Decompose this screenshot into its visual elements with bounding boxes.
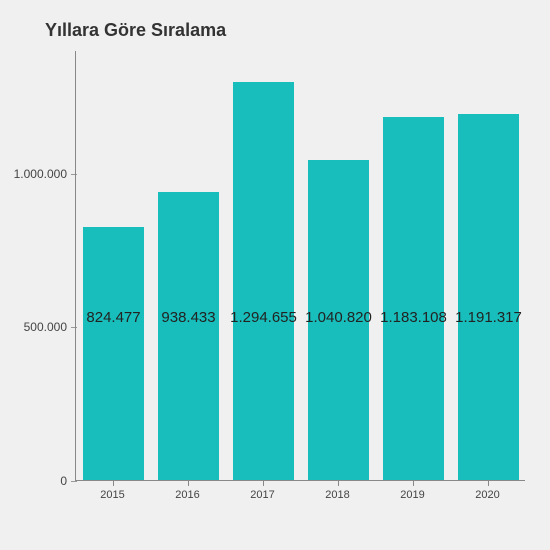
y-tick-label: 0 — [60, 474, 67, 488]
y-tick-label: 500.000 — [24, 320, 67, 334]
x-tick-mark — [188, 481, 189, 486]
plot-area: 0 500.000 1.000.000 824.477 938.433 1.294.65… — [15, 51, 535, 511]
x-axis: 2015 2016 2017 2018 2019 2020 — [75, 481, 525, 511]
x-tick-label: 2017 — [250, 489, 274, 501]
bar — [158, 192, 220, 480]
chart-title: Yıllara Göre Sıralama — [45, 20, 535, 41]
x-tick-label: 2020 — [475, 489, 499, 501]
x-tick-mark — [113, 481, 114, 486]
bar — [458, 114, 520, 480]
bar — [83, 227, 145, 480]
bar-value-label: 1.040.820 — [305, 309, 372, 326]
x-tick-mark — [263, 481, 264, 486]
bars-region: 824.477 938.433 1.294.655 1.040.820 1.183.10… — [75, 51, 525, 481]
bar-value-label: 1.191.317 — [455, 309, 522, 326]
bar-value-label: 938.433 — [161, 309, 215, 326]
chart-container: Yıllara Göre Sıralama 0 500.000 1.000.000 … — [0, 0, 550, 550]
bar — [383, 117, 445, 480]
bar — [233, 82, 295, 480]
x-tick-label: 2016 — [175, 489, 199, 501]
bar-value-label: 1.294.655 — [230, 309, 297, 326]
y-tick-label: 1.000.000 — [14, 167, 67, 181]
x-tick-mark — [488, 481, 489, 486]
y-axis: 0500.0001.000.000 — [15, 51, 75, 481]
x-tick-label: 2018 — [325, 489, 349, 501]
bar-value-label: 824.477 — [86, 309, 140, 326]
x-tick-mark — [413, 481, 414, 486]
x-tick-mark — [338, 481, 339, 486]
bar-value-label: 1.183.108 — [380, 309, 447, 326]
x-tick-label: 2019 — [400, 489, 424, 501]
x-tick-label: 2015 — [100, 489, 124, 501]
